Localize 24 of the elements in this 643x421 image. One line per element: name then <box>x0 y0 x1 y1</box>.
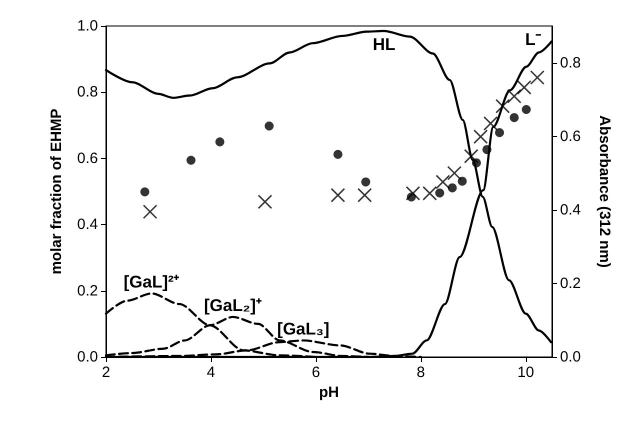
y-tick-label: 0.8 <box>77 84 98 101</box>
x-tick-label: 2 <box>102 364 110 381</box>
y2-tick-label: 0.2 <box>560 274 581 292</box>
y-tick-label: 1.0 <box>77 18 98 34</box>
y-tick-label: 0.2 <box>77 282 98 300</box>
x-tick-label: 10 <box>517 364 534 381</box>
y-tick-label: 0.0 <box>77 348 98 366</box>
series-label: HL <box>372 34 396 54</box>
x-tick-label: 8 <box>416 364 425 381</box>
y2-tick-label: 0.0 <box>560 348 581 366</box>
x-tick-label: 4 <box>206 364 216 381</box>
series-label: L⁻ <box>525 30 542 50</box>
series-label: [GaL₃] <box>277 319 330 338</box>
y2-axis-title: Absorbance (312 nm) <box>596 115 613 268</box>
y2-tick-label: 0.8 <box>560 54 581 72</box>
series-label: [GaL₂]⁺ <box>204 296 262 315</box>
x-axis-title: pH <box>319 384 339 401</box>
y-tick-label: 0.4 <box>77 216 98 234</box>
y-axis-title: molar fraction of EHMP <box>48 108 65 274</box>
y2-tick-label: 0.6 <box>560 128 581 145</box>
y2-tick-label: 0.4 <box>560 201 581 218</box>
series-label: [GaL]²⁺ <box>124 272 180 292</box>
x-tick-label: 6 <box>312 364 320 381</box>
y-tick-label: 0.6 <box>77 150 98 167</box>
